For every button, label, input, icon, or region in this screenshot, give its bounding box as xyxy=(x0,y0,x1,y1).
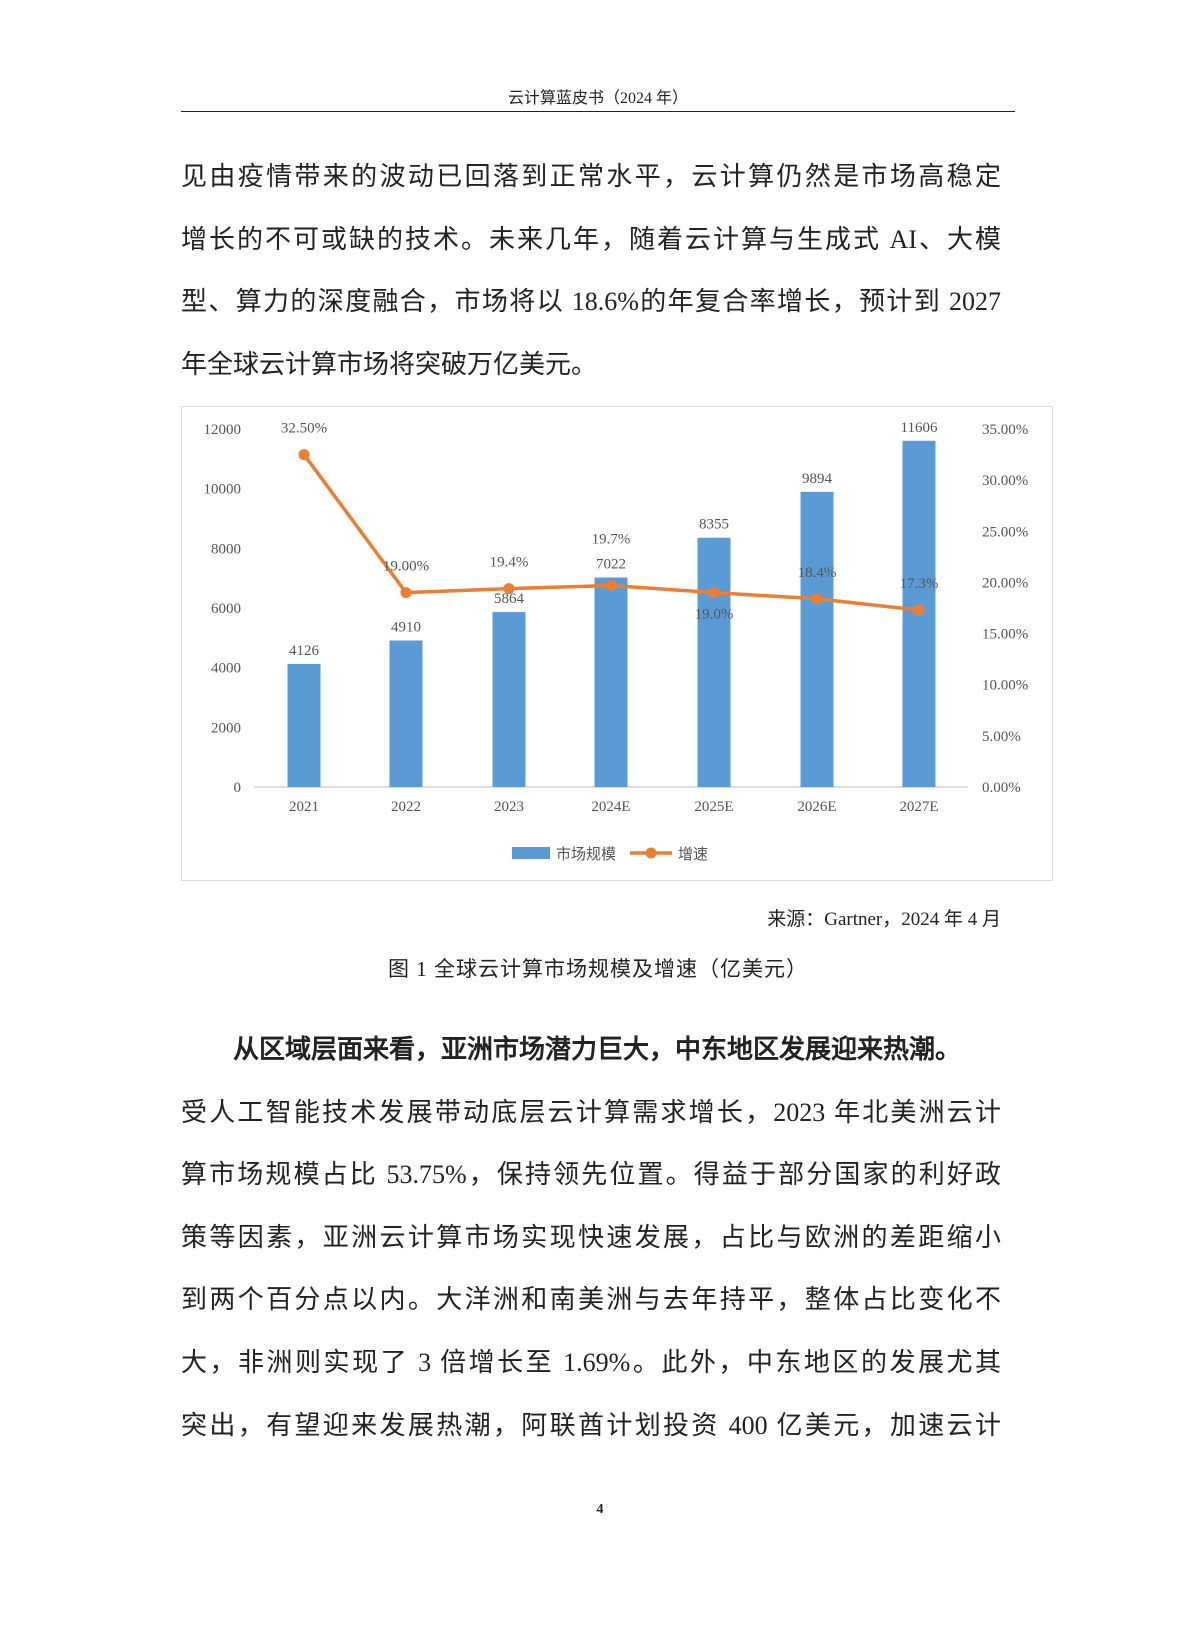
line-point xyxy=(503,583,515,595)
text-line: 见由疫情带来的波动已回落到正常水平，云计算仍然是市场高稳定 xyxy=(181,162,1001,191)
line-point xyxy=(913,604,925,616)
x-tick-label: 2022 xyxy=(391,799,421,815)
right-tick-label: 25.00% xyxy=(982,524,1028,540)
text-line: 增长的不可或缺的技术。未来几年，随着云计算与生成式 AI、大模 xyxy=(181,224,1001,254)
left-tick-label: 2000 xyxy=(211,720,241,736)
x-tick-label: 2024E xyxy=(591,799,630,815)
legend-marker xyxy=(645,847,657,859)
page-number: 4 xyxy=(596,1502,604,1517)
bar-label: 8355 xyxy=(699,517,729,533)
running-header: 云计算蓝皮书（2024 年） xyxy=(507,90,688,107)
legend-label: 市场规模 xyxy=(556,846,616,863)
left-tick-label: 8000 xyxy=(211,541,241,557)
right-tick-label: 0.00% xyxy=(982,780,1021,796)
market-chart: 0 2000 4000 6000 8000 10000 12000 0.00% 5.00% 10.… xyxy=(181,406,1053,881)
line-point xyxy=(298,449,310,461)
left-tick-label: 0 xyxy=(234,780,242,796)
bar-label: 11606 xyxy=(901,420,938,436)
text-line: 年全球云计算市场将突破万亿美元。 xyxy=(181,349,598,379)
text-line: 突出，有望迎来发展热潮，阿联酋计划投资 400 亿美元，加速云计 xyxy=(181,1410,1001,1440)
text-line: 型、算力的深度融合，市场将以 18.6%的年复合率增长，预计到 2027 xyxy=(181,287,1001,317)
right-tick-label: 10.00% xyxy=(982,678,1028,694)
text-line: 策等因素，亚洲云计算市场实现快速发展，占比与欧洲的差距缩小 xyxy=(181,1222,1001,1252)
left-tick-label: 10000 xyxy=(204,482,242,498)
header-rule xyxy=(181,111,1015,112)
line-label: 19.7% xyxy=(592,531,631,547)
bar-label: 4910 xyxy=(391,620,421,636)
bar xyxy=(800,491,834,787)
bar xyxy=(389,640,423,787)
line-point xyxy=(400,587,412,599)
line-label: 18.4% xyxy=(798,565,837,581)
bar-label: 5864 xyxy=(494,591,525,607)
paragraph-2: 从区域层面来看，亚洲市场潜力巨大，中东地区发展迎来热潮。 受人工智能技术发展带动… xyxy=(181,1019,1001,1457)
text-line: 算市场规模占比 53.75%，保持领先位置。得益于部分国家的利好政 xyxy=(181,1160,1001,1190)
legend-label: 增速 xyxy=(678,846,708,863)
chart-svg: 0 2000 4000 6000 8000 10000 12000 0.00% 5.00% 10.… xyxy=(204,420,1029,863)
bar xyxy=(287,663,321,787)
line-label: 19.4% xyxy=(490,555,529,571)
right-tick-label: 35.00% xyxy=(982,422,1028,438)
line-point xyxy=(708,587,720,599)
x-tick-label: 2025E xyxy=(694,799,733,815)
text-line: 到两个百分点以内。大洋洲和南美洲与去年持平，整体占比变化不 xyxy=(181,1285,1001,1315)
line-label: 17.3% xyxy=(900,576,939,592)
line-label: 32.50% xyxy=(281,421,327,437)
x-tick-label: 2027E xyxy=(899,799,938,815)
x-tick-label: 2021 xyxy=(289,799,319,815)
right-tick-label: 20.00% xyxy=(982,575,1028,591)
bar-label: 4126 xyxy=(289,643,320,659)
text-line: 受人工智能技术发展带动底层云计算需求增长，2023 年北美洲云计 xyxy=(181,1097,1001,1127)
right-tick-label: 15.00% xyxy=(982,627,1028,643)
right-tick-label: 30.00% xyxy=(982,473,1028,489)
line-label: 19.00% xyxy=(383,559,429,575)
line-point xyxy=(605,579,617,591)
figure-caption: 图 1 全球云计算市场规模及增速（亿美元） xyxy=(388,957,808,981)
paragraph-1: 见由疫情带来的波动已回落到正常水平，云计算仍然是市场高稳定 增长的不可或缺的技术… xyxy=(181,146,1001,396)
x-tick-label: 2023 xyxy=(494,799,524,815)
left-tick-label: 4000 xyxy=(211,661,241,677)
bar xyxy=(594,577,628,787)
bold-lead: 从区域层面来看，亚洲市场潜力巨大，中东地区发展迎来热潮。 xyxy=(233,1035,962,1064)
line-label: 19.0% xyxy=(695,607,734,623)
right-tick-label: 5.00% xyxy=(982,729,1021,745)
source-note: 来源：Gartner，2024 年 4 月 xyxy=(767,909,1001,930)
bar-label: 7022 xyxy=(596,557,626,573)
bar-label: 9894 xyxy=(802,471,833,487)
legend-swatch-bar xyxy=(512,847,550,859)
line-point xyxy=(811,593,823,605)
bar xyxy=(492,612,526,787)
bar xyxy=(697,537,731,787)
x-tick-label: 2026E xyxy=(797,799,836,815)
left-tick-label: 6000 xyxy=(211,601,241,617)
text-line: 大，非洲则实现了 3 倍增长至 1.69%。此外，中东地区的发展尤其 xyxy=(181,1347,1001,1377)
left-tick-label: 12000 xyxy=(204,422,242,438)
